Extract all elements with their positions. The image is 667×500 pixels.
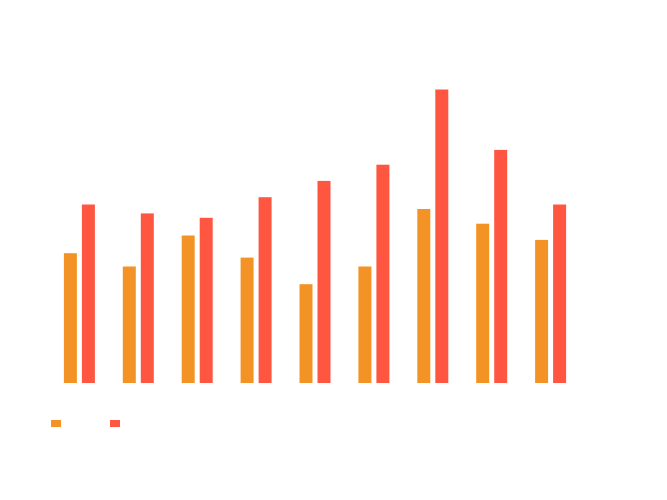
bar-series-1-item-6 bbox=[358, 266, 372, 383]
bar-series-1-item-7 bbox=[417, 209, 431, 383]
bar-series-2-item-3 bbox=[199, 217, 213, 383]
bar-series-2-item-5 bbox=[317, 180, 331, 383]
bar-series-2-item-2 bbox=[140, 213, 154, 383]
legend-swatch bbox=[110, 420, 120, 427]
legend-swatch bbox=[51, 420, 61, 427]
bar-series-2-item-4 bbox=[258, 197, 272, 383]
bar-series-2-item-1 bbox=[81, 204, 95, 383]
legend-item-series-2[interactable] bbox=[110, 420, 120, 427]
bar-series-2-item-7 bbox=[435, 89, 449, 383]
bars-layer bbox=[63, 89, 567, 383]
bar-series-2-item-6 bbox=[376, 164, 390, 383]
bar-series-1-item-4 bbox=[240, 257, 254, 383]
bar-series-1-item-8 bbox=[476, 223, 490, 383]
legend-item-series-1[interactable] bbox=[51, 420, 61, 427]
bar-series-1-item-5 bbox=[299, 284, 313, 383]
bar-series-1-item-9 bbox=[535, 239, 549, 383]
bar-series-2-item-9 bbox=[553, 204, 567, 383]
bar-series-1-item-3 bbox=[181, 235, 195, 383]
bar-series-1-item-2 bbox=[122, 266, 136, 383]
legend bbox=[51, 420, 120, 427]
bar-series-1-item-1 bbox=[63, 253, 77, 383]
bar-series-2-item-8 bbox=[494, 149, 508, 383]
